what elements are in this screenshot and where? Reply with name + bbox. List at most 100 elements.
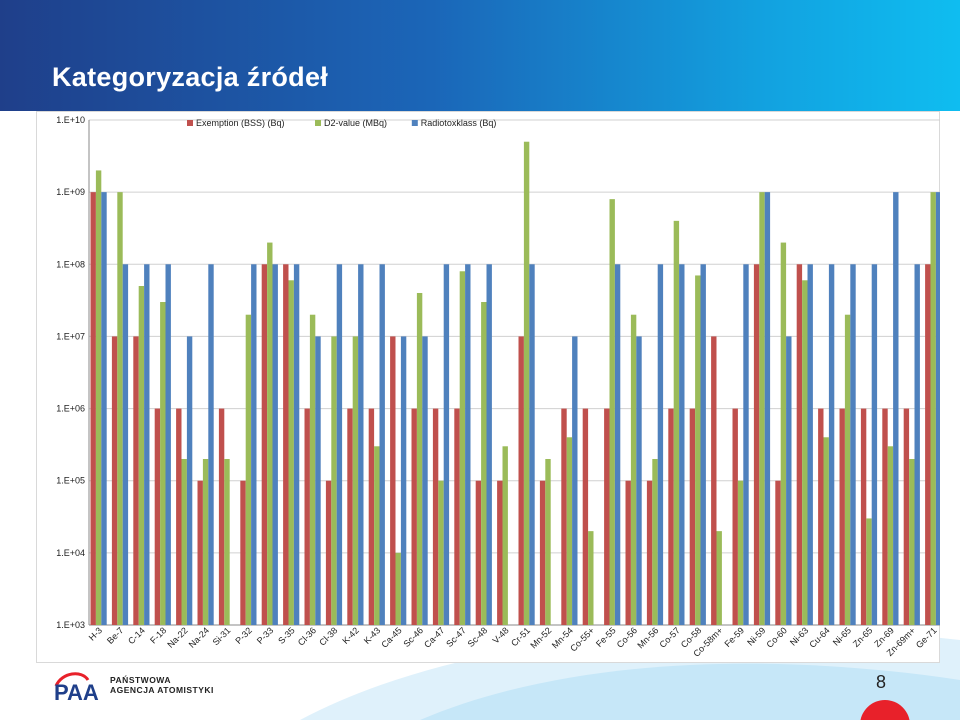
bar	[673, 220, 680, 625]
bar	[700, 264, 706, 625]
bar	[759, 192, 765, 625]
bar	[416, 292, 423, 625]
bar	[288, 280, 294, 625]
bar	[218, 408, 225, 625]
bar	[668, 408, 674, 625]
bar	[267, 242, 273, 626]
bar	[101, 192, 107, 625]
bar	[224, 458, 230, 625]
bar	[887, 446, 894, 625]
slide-title: Kategoryzacja źródeł	[52, 62, 329, 92]
bar	[315, 336, 321, 625]
page-number: 8	[876, 672, 887, 692]
bar	[245, 314, 252, 625]
bar	[930, 192, 936, 625]
bar	[309, 314, 316, 625]
bar	[844, 314, 851, 625]
x-tick-label: Mn-52	[528, 625, 553, 650]
bar-chart: 1.E+03 1.E+04 1.E+05 1.E+06 1.E+07 1.E+08 1.E+…	[56, 115, 940, 659]
bar	[390, 336, 396, 625]
bar	[325, 480, 332, 625]
x-tick-label: Be-7	[105, 625, 126, 646]
bar	[331, 336, 337, 625]
bar	[753, 264, 760, 625]
x-tick-label: Cl-38	[317, 625, 339, 647]
x-tick-label: P-33	[255, 625, 276, 646]
x-tick-label: Cl-36	[296, 625, 318, 647]
legend-swatch	[411, 120, 418, 126]
bar	[358, 264, 364, 625]
paa-logo: PAA	[54, 672, 99, 705]
legend-label: Exemption (BSS) (Bq)	[196, 118, 285, 128]
bar	[475, 480, 482, 625]
bar	[839, 408, 845, 625]
bar	[609, 199, 615, 625]
bar	[866, 518, 872, 625]
bar	[539, 480, 546, 625]
bar	[379, 264, 385, 625]
x-tick-label: Fe-55	[594, 625, 618, 649]
x-tick-label: H-3	[87, 625, 104, 642]
bar	[914, 264, 920, 625]
bar	[251, 264, 257, 625]
x-tick-label: Co-60	[765, 625, 789, 649]
x-tick-label: Ca-45	[379, 625, 403, 649]
bar	[133, 336, 139, 625]
x-tick-label: Zn-65	[851, 625, 875, 649]
bar	[261, 264, 268, 625]
bar	[486, 264, 492, 625]
bar	[743, 264, 749, 625]
x-tick-label: Sc-47	[444, 625, 468, 649]
bar	[502, 446, 508, 625]
bar	[347, 408, 353, 625]
bar	[764, 192, 771, 625]
bar	[438, 480, 444, 625]
x-tick-label: Co-56	[615, 625, 639, 649]
bar	[186, 336, 193, 625]
bar	[572, 336, 578, 625]
y-tick-label: 1.E+09	[56, 187, 85, 197]
bar	[903, 408, 910, 625]
x-tick-label: Na-24	[187, 625, 211, 649]
bar	[893, 192, 899, 625]
bar	[588, 531, 594, 625]
legend-swatch	[187, 120, 193, 126]
x-tick-label: C-14	[126, 625, 147, 646]
chart-container: 1.E+03 1.E+04 1.E+05 1.E+06 1.E+07 1.E+08 1.E+…	[36, 111, 940, 663]
bar	[786, 336, 792, 625]
bar	[154, 408, 161, 625]
bar	[197, 480, 203, 625]
y-tick-label: 1.E+10	[56, 115, 85, 125]
x-tick-label: Si-31	[211, 625, 233, 647]
x-tick-label: Ni-65	[831, 625, 853, 647]
bar	[652, 458, 658, 625]
bar	[374, 446, 380, 625]
bar	[160, 302, 166, 625]
bar	[614, 264, 621, 625]
logo-text-line2: AGENCJA ATOMISTYKI	[110, 685, 214, 695]
bar	[935, 192, 940, 625]
bar	[240, 480, 246, 625]
bar	[737, 480, 744, 625]
bar	[518, 336, 524, 625]
bar	[293, 264, 300, 625]
bar	[818, 408, 824, 625]
y-tick-label: 1.E+08	[56, 259, 85, 269]
bar	[566, 437, 573, 625]
bar	[604, 408, 610, 625]
y-tick-label: 1.E+03	[56, 620, 85, 630]
bar	[802, 280, 808, 625]
x-tick-label: Ni-59	[745, 625, 767, 647]
bar	[780, 242, 787, 626]
bar	[925, 264, 931, 625]
bar	[630, 314, 637, 625]
bar	[202, 458, 209, 625]
bar	[775, 480, 781, 625]
bar	[117, 192, 123, 625]
logo-mark: PAA	[54, 680, 99, 705]
bar	[304, 408, 310, 625]
bar	[828, 264, 835, 625]
bar	[368, 408, 375, 625]
bar	[454, 408, 460, 625]
bar	[850, 264, 856, 625]
